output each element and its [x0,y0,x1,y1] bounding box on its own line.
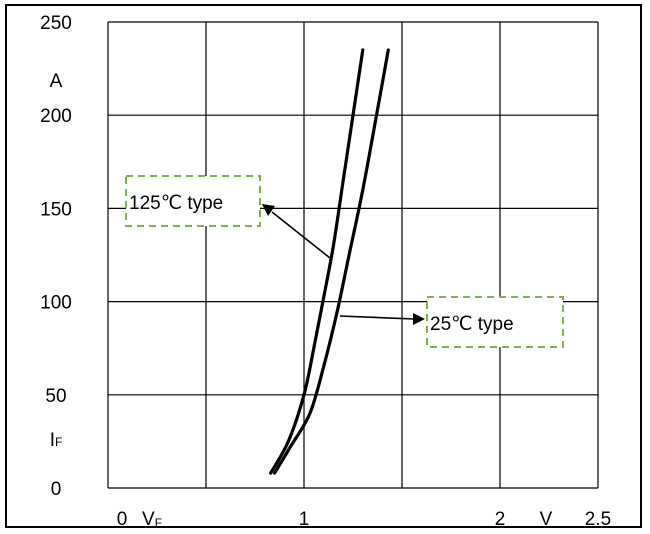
x-tick-label: 1 [299,509,310,530]
y-tick-label: 150 [40,199,72,220]
callout-125c-text: 125℃ type [129,193,223,214]
callout-25c-arrow [339,315,415,320]
grid [107,21,599,489]
callout-125c-arrow [271,211,331,259]
tick-labels: 0 50 100 150 200 250 0 1 2 2.5 [40,13,611,530]
x-symbol-label: VF [142,509,162,530]
y-tick-label: 50 [45,386,66,407]
y-tick-label: 200 [40,106,72,127]
series-line-25c [273,48,390,475]
x-unit-label: V [540,509,553,530]
callout-125c-arrowhead [262,204,275,216]
y-symbol-label: IF [50,430,63,451]
curves [269,48,390,475]
y-tick-label: 100 [40,293,72,314]
callout-25c: 25℃ type [339,296,564,348]
x-tick-label: 2.5 [585,509,611,530]
callout-25c-text: 25℃ type [430,314,514,335]
callout-125c: 125℃ type [125,175,331,259]
chart-frame [5,4,642,528]
x-tick-label: 0 [117,509,128,530]
x-tick-label: 2 [495,509,506,530]
callout-25c-arrowhead [413,313,425,325]
y-tick-label: 0 [51,479,62,500]
series-line-125c [269,48,365,475]
y-unit-label: A [50,71,63,92]
y-tick-label: 250 [40,13,72,34]
